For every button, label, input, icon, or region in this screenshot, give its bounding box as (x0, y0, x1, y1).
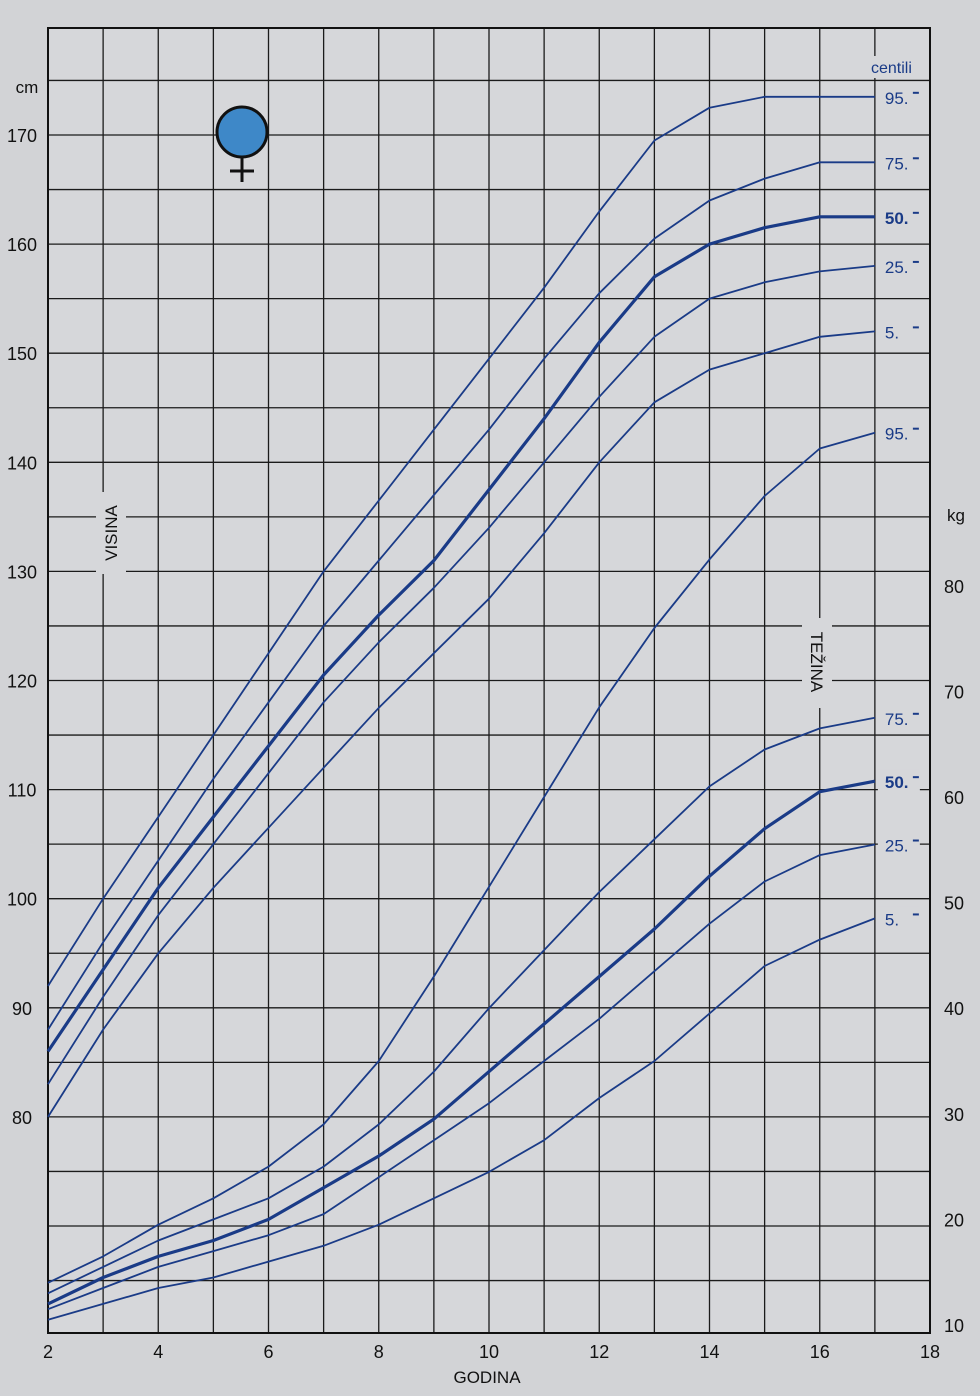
percentile-label-bg (877, 253, 920, 278)
x-tick-label: 14 (699, 1342, 719, 1362)
weight-percentile-label: 25. (885, 837, 909, 856)
x-tick-label: 6 (263, 1342, 273, 1362)
percentile-label-bg (877, 150, 920, 175)
percentile-label-bg (877, 319, 920, 344)
height-tick-label: 170 (7, 126, 37, 146)
weight-percentile-line (47, 431, 876, 1284)
x-tick-label: 2 (43, 1342, 53, 1362)
weight-tick-label: 40 (944, 999, 964, 1019)
percentile-header: centili (871, 60, 912, 77)
x-tick-label: 10 (479, 1342, 499, 1362)
percentile-label-bg (877, 832, 920, 857)
height-percentile-label: 50. (885, 209, 909, 228)
height-tick-label: 130 (7, 562, 37, 582)
height-percentile-label: 75. (885, 154, 909, 173)
height-tick-label: 90 (12, 999, 32, 1019)
weight-label-bg (802, 618, 832, 708)
weight-percentile-line (47, 716, 876, 1295)
x-tick-label: 18 (920, 1342, 940, 1362)
x-tick-label: 8 (374, 1342, 384, 1362)
height-percentile-label: 25. (885, 258, 909, 277)
percentile-label-bg (877, 420, 920, 445)
height-tick-label: 140 (7, 453, 37, 473)
height-percentile-label: 95. (885, 89, 909, 108)
weight-percentile-label: 95. (885, 425, 909, 444)
height-unit: cm (16, 78, 39, 97)
centili-bg (866, 56, 926, 78)
height-percentile-line (47, 95, 875, 987)
height-percentile-line (47, 265, 875, 1085)
weight-percentile-label: 75. (885, 710, 909, 729)
height-tick-label: 80 (12, 1108, 32, 1128)
height-percentile-line (47, 330, 875, 1118)
weight-tick-label: 10 (944, 1316, 964, 1336)
female-symbol-icon (215, 105, 269, 159)
weight-tick-label: 80 (944, 577, 964, 597)
percentile-label-bg (877, 204, 920, 229)
weight-tick-label: 60 (944, 788, 964, 808)
weight-percentile-line (47, 917, 876, 1321)
height-label-bg (96, 492, 126, 574)
percentile-label-bg (877, 906, 920, 931)
weight-tick-label: 30 (944, 1105, 964, 1125)
percentile-label-bg (877, 769, 920, 794)
height-tick-label: 120 (7, 672, 37, 692)
plot-frame (47, 27, 931, 1334)
weight-percentile-label: 5. (885, 910, 899, 929)
height-percentile-line (46, 215, 875, 1053)
x-tick-label: 16 (810, 1342, 830, 1362)
height-axis-label: VISINA (102, 504, 121, 560)
x-axis-label: GODINA (453, 1368, 521, 1387)
weight-tick-label: 70 (944, 682, 964, 702)
height-tick-label: 110 (8, 781, 37, 801)
height-percentile-line (47, 161, 875, 1031)
percentile-label-bg (877, 705, 920, 730)
weight-axis-label: TEŽINA (807, 632, 826, 693)
x-tick-label: 4 (153, 1342, 163, 1362)
weight-unit: kg (947, 506, 965, 525)
weight-tick-label: 50 (944, 894, 964, 914)
height-percentile-label: 5. (885, 323, 899, 342)
height-tick-label: 160 (7, 235, 37, 255)
x-tick-label: 12 (589, 1342, 609, 1362)
percentile-label-bg (877, 84, 920, 109)
weight-tick-label: 20 (944, 1210, 964, 1230)
weight-percentile-line (47, 779, 876, 1306)
weight-percentile-line (47, 843, 876, 1311)
weight-percentile-label: 50. (885, 773, 909, 792)
height-tick-label: 150 (7, 344, 37, 364)
height-tick-label: 100 (7, 890, 37, 910)
